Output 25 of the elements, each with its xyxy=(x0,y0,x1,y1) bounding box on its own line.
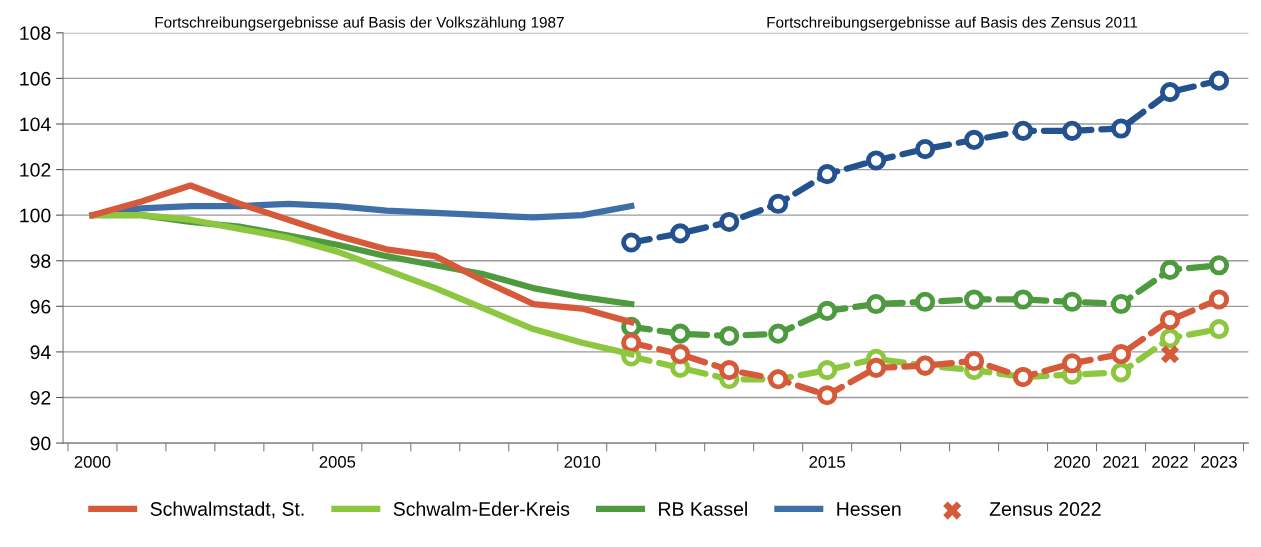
legend-label: Zensus 2022 xyxy=(989,502,1101,516)
x-tick-label: 2020 xyxy=(1054,456,1090,468)
y-tick-label: 90 xyxy=(30,436,51,451)
y-tick-label: 108 xyxy=(20,26,51,41)
y-tick-label: 102 xyxy=(20,163,51,177)
y-tick-label: 96 xyxy=(30,299,51,314)
y-tick-label: 106 xyxy=(20,71,51,86)
y-tick-label: 100 xyxy=(20,208,51,223)
text: Fortschreibungsergebnisse auf Basis des Zensus 2011 xyxy=(767,16,1138,31)
x-tick-label: 2005 xyxy=(319,456,356,468)
legend-label: RB Kassel xyxy=(659,501,747,516)
legend-label: Schwalmstadt, St. xyxy=(150,501,304,519)
x-tick-label: 2022 xyxy=(1152,456,1188,468)
x-tick-label: 2021 xyxy=(1103,456,1139,468)
legend-label: Hessen xyxy=(837,502,901,516)
y-tick-label: 94 xyxy=(30,345,51,360)
text: Fortschreibungsergebnisse auf Basis der Volkszählung 1987 xyxy=(155,16,564,31)
legend-label: Schwalm-Eder-Kreis xyxy=(393,501,570,516)
y-tick-label: 98 xyxy=(30,254,51,268)
y-tick-label: 92 xyxy=(30,390,51,405)
y-tick-label: 104 xyxy=(20,117,51,132)
x-tick-label: 2000 xyxy=(74,456,111,468)
x-tick-label: 2015 xyxy=(809,456,845,468)
x-tick-label: 2010 xyxy=(564,456,601,468)
x-tick-label: 2023 xyxy=(1201,456,1237,468)
